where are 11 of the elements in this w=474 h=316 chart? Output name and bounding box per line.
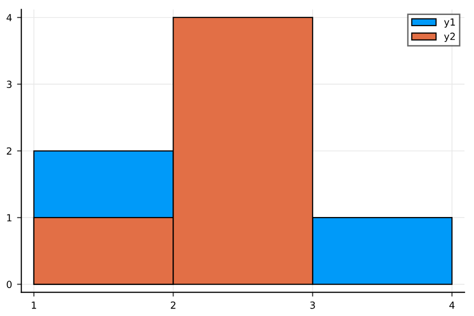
legend-label: y1 — [444, 18, 455, 28]
y-tick-label: 1 — [7, 214, 12, 222]
x-tick-label: 3 — [310, 302, 315, 309]
y-tick-label: 2 — [6, 147, 12, 155]
y-tick-label: 0 — [6, 280, 12, 288]
x-tick-label: 1 — [32, 302, 36, 309]
y-tick-label: 4 — [6, 14, 12, 22]
x-tick-label: 2 — [170, 302, 176, 309]
legend-label: y2 — [444, 32, 455, 42]
y-tick-label: 3 — [6, 80, 12, 88]
x-tick-label: 4 — [449, 302, 455, 309]
